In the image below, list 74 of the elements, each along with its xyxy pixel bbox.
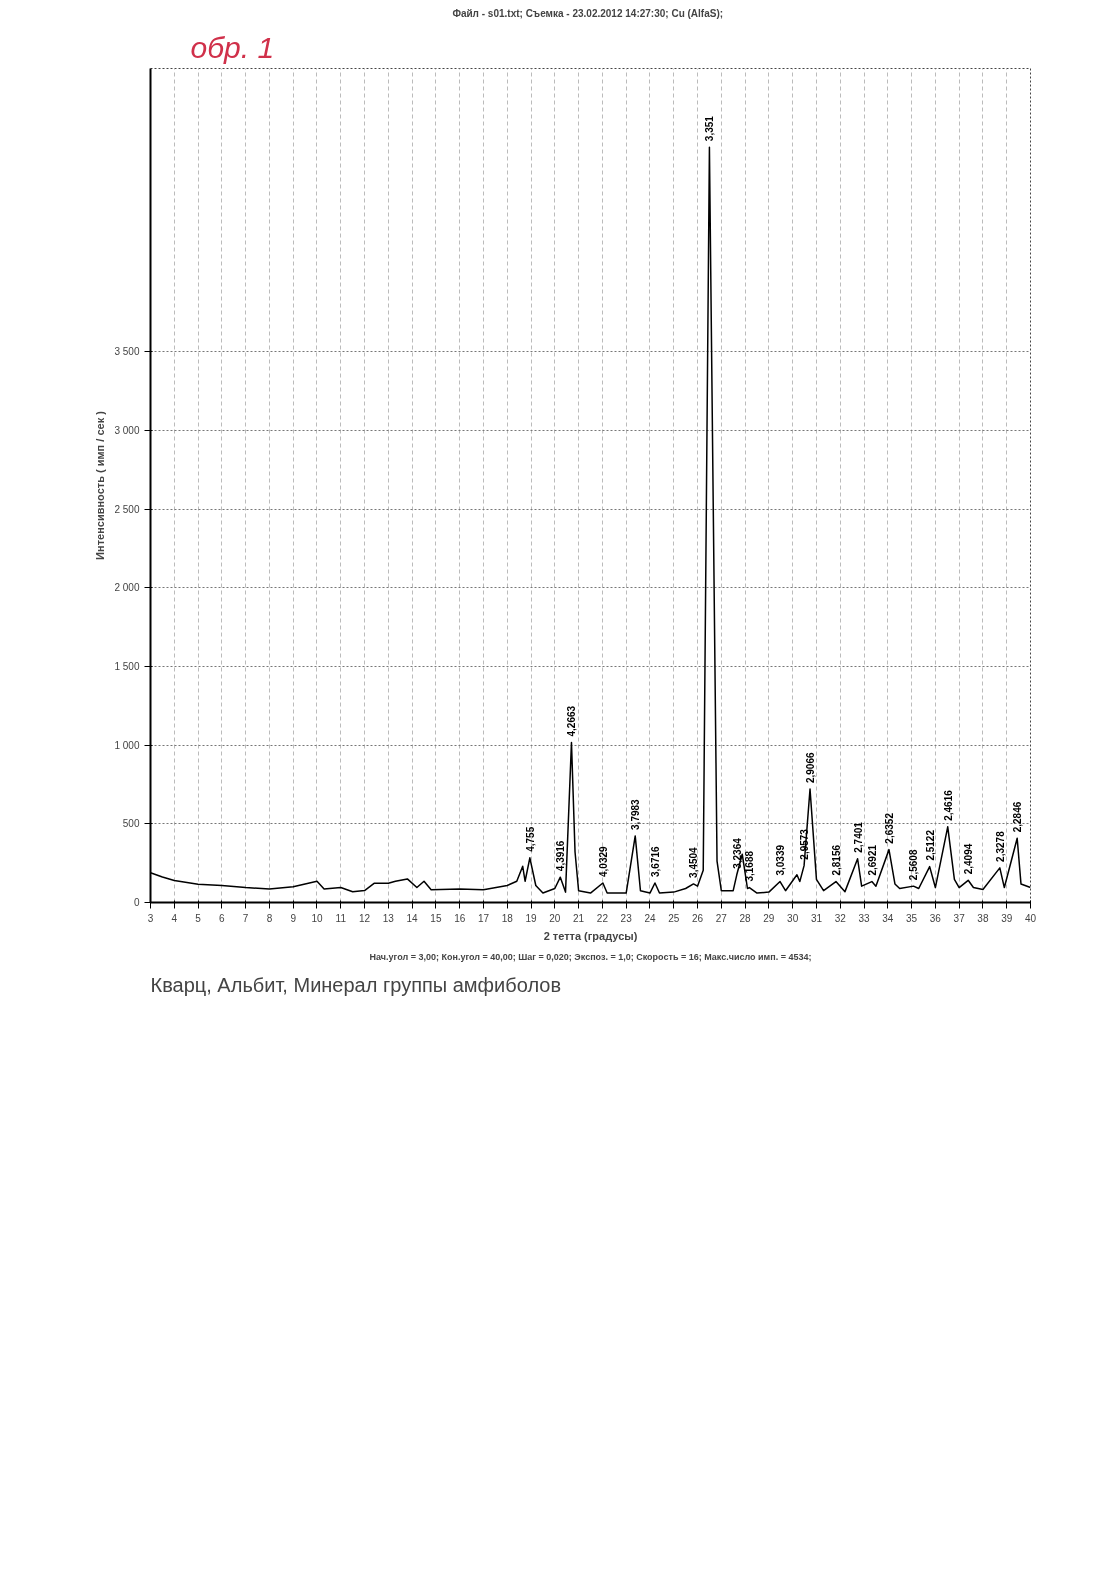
- x-tick-label: 16: [454, 912, 466, 924]
- x-tick-label: 18: [501, 912, 514, 924]
- x-tick-label: 25: [668, 912, 680, 924]
- annotation: 4,3916: [555, 840, 567, 872]
- annotation: 2,5608: [908, 849, 920, 881]
- x-tick-label: 12: [358, 912, 371, 924]
- annotation: 3,0339: [775, 844, 787, 876]
- x-tick-label: 32: [834, 912, 847, 924]
- annotation: 2,2846: [1012, 801, 1024, 833]
- annotation: 3,351: [704, 115, 716, 142]
- x-axis-title: 2 тетта (градусы): [543, 929, 638, 942]
- annotation: 3,7983: [630, 798, 642, 830]
- x-tick-label: 9: [290, 912, 297, 924]
- y-tick-label: 2 000: [114, 582, 140, 594]
- annotation: 2,6921: [866, 844, 878, 876]
- x-tick-label: 13: [382, 912, 395, 924]
- x-tick-label: 6: [219, 912, 226, 924]
- annotation: 2,4616: [942, 789, 954, 821]
- x-tick-label: 38: [977, 912, 989, 924]
- x-tick-label: 23: [620, 912, 633, 924]
- y-tick-label: 500: [122, 818, 140, 830]
- x-tick-label: 35: [906, 912, 918, 924]
- annotation: 3,1688: [744, 850, 756, 882]
- x-tick-label: 33: [858, 912, 871, 924]
- x-tick-label: 39: [1001, 912, 1013, 924]
- annotation: 4,2663: [566, 705, 578, 737]
- x-tick-label: 20: [549, 912, 561, 924]
- x-tick-label: 36: [929, 912, 942, 924]
- x-tick-label: 40: [1024, 912, 1037, 924]
- annotation: 2,9066: [805, 752, 817, 784]
- y-tick-label: 3 500: [114, 346, 140, 358]
- x-tick-label: 28: [739, 912, 752, 924]
- x-tick-label: 37: [953, 912, 966, 924]
- chart-title: Файл - s01.txt; Съемка - 23.02.2012 14:27:30; Cu (AlfaS);: [452, 7, 724, 19]
- x-tick-label: 4: [171, 912, 178, 924]
- annotation: 2,4094: [963, 843, 975, 875]
- y-axis-title: Интенсивность ( имп / сек ): [94, 410, 107, 560]
- annotation: 3,2364: [731, 837, 743, 869]
- x-tick-label: 19: [525, 912, 538, 924]
- x-tick-label: 26: [691, 912, 704, 924]
- x-tick-label: 29: [763, 912, 775, 924]
- y-tick-label: 2 500: [114, 503, 140, 515]
- annotation: 2,8156: [830, 844, 842, 876]
- annotation: 3,6716: [649, 845, 661, 877]
- x-tick-label: 14: [406, 912, 419, 924]
- annotation: 2,3278: [994, 830, 1006, 862]
- y-tick-label: 1 500: [114, 660, 140, 672]
- x-tick-label: 10: [311, 912, 323, 924]
- annotation: 2,6352: [883, 812, 895, 844]
- x-tick-label: 34: [882, 912, 894, 924]
- x-tick-label: 27: [715, 912, 728, 924]
- x-tick-label: 15: [430, 912, 442, 924]
- annotation: 2,5122: [924, 829, 936, 861]
- x-tick-label: 31: [810, 912, 823, 924]
- text: Нач.угол = 3,00; Кон.угол = 40,00; Шаг = 0,020; Экспоз. = 1,0; Скорость = 16; Макс.число имп. = 4534;: [369, 951, 812, 962]
- x-tick-label: 17: [477, 912, 490, 924]
- annotation: 3,4504: [688, 846, 700, 878]
- x-tick-label: 8: [266, 912, 273, 924]
- annotation: 4,0329: [597, 845, 609, 877]
- x-tick-label: 22: [596, 912, 609, 924]
- x-tick-label: 5: [195, 912, 202, 924]
- y-tick-label: 0: [133, 897, 140, 908]
- annotation: 2,7401: [852, 821, 864, 853]
- x-tick-label: 24: [644, 912, 656, 924]
- x-tick-label: 7: [242, 912, 249, 924]
- text: обр. 1: [190, 30, 275, 64]
- x-tick-label: 21: [573, 912, 585, 924]
- text: Кварц, Альбит, Минерал группы амфиболов: [150, 973, 562, 996]
- annotation: 4,755: [524, 826, 536, 852]
- y-tick-label: 1 000: [114, 739, 140, 751]
- x-tick-label: 11: [335, 912, 347, 924]
- y-tick-label: 3 000: [114, 424, 140, 436]
- x-tick-label: 30: [787, 912, 799, 924]
- x-tick-label: 3: [147, 912, 154, 924]
